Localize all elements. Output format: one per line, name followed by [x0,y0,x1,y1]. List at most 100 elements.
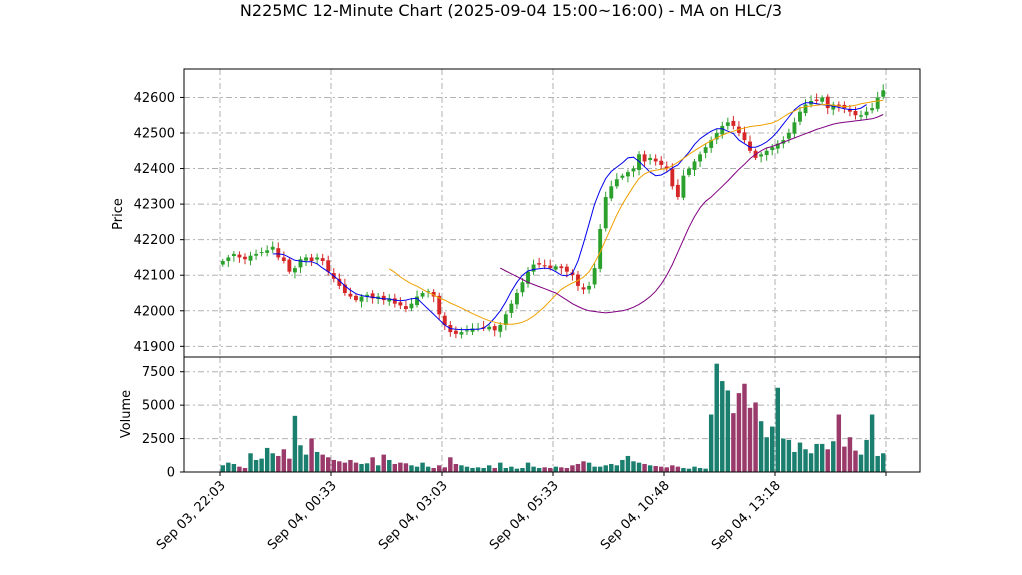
candle-body [220,261,225,265]
volume-bar [220,465,225,472]
volume-bar [326,457,331,472]
candle-body [798,111,802,122]
volume-bar [331,459,336,472]
volume-bar [586,462,592,472]
candle-body [298,259,303,268]
candle-body [498,325,503,332]
candle-body [276,248,281,258]
candle-body [825,96,830,109]
volume-bar [831,441,836,472]
x-tick-label: Sep 03, 22:03 [154,478,229,553]
volume-bar [797,442,803,472]
volume-bar [692,466,697,472]
volume-bar [270,453,275,472]
x-tick-label: Sep 04, 13:18 [709,478,784,553]
volume-bar [881,453,886,472]
candle-body [731,120,736,126]
candle-body [714,133,719,140]
volume-bar [764,437,769,472]
volume-bar [470,467,475,472]
volume-bar [392,463,398,472]
x-tick-label: Sep 04, 05:33 [487,478,562,553]
volume-bar [642,463,647,472]
candle-body [231,253,236,257]
volume-bar [281,449,287,472]
x-tick-label: Sep 04, 00:33 [265,478,340,553]
price-tick-label: 42600 [134,91,175,106]
volume-bar [375,465,381,472]
volume-bar [259,458,264,472]
candle-body [526,271,530,284]
volume-bar [237,466,242,472]
volume-bar [431,467,436,472]
candle-body [365,294,370,297]
candle-body [670,168,675,187]
volume-bar [287,458,292,472]
volume-bar [819,443,825,472]
candle-body [859,115,863,117]
candle-body [392,298,397,304]
volume-bar [664,467,669,472]
candle-body [786,133,791,139]
candle-body [309,257,314,261]
candle-body [387,298,392,302]
volume-bar [370,457,375,472]
candle-body [248,255,253,261]
candle-body [270,246,275,250]
candle-body [559,266,564,269]
candle-body [237,254,242,258]
candle-body [403,306,408,309]
candle-body [725,122,730,126]
candle-body [470,328,475,332]
volume-bar [425,466,431,472]
candle-body [847,108,852,112]
volume-bar [503,467,509,472]
volume-bar [631,461,636,472]
volume-bar [747,407,753,472]
volume-bar [736,393,742,472]
volume-bar [731,413,736,472]
volume-bar [670,465,675,472]
volume-bar [758,421,764,472]
volume-bar [420,462,425,472]
price-axis-label: Price [111,198,126,230]
candle-body [553,266,558,270]
volume-bar [864,439,869,472]
volume-bar [786,439,792,472]
volume-bar [614,465,620,472]
candle-body [465,330,469,332]
volume-bar [536,467,542,472]
volume-bar [514,468,520,472]
volume-bar [248,453,253,472]
price-tick-label: 42100 [134,269,175,284]
volume-bar [775,387,780,472]
candle-body [487,326,492,330]
candle-body [320,258,325,261]
candle-body [625,172,630,177]
candle-body [348,293,353,297]
candle-body [648,157,653,161]
candle-body [548,265,553,269]
price-panel-frame [183,68,921,358]
candle-body [720,125,725,135]
candle-body [703,147,708,153]
volume-bar [364,463,370,472]
candle-body [370,293,375,299]
candle-body [853,110,858,116]
volume-bar [242,467,248,472]
volume-bar [581,461,586,472]
candle-body [492,326,497,331]
candle-body [770,147,775,151]
volume-axis-label: Volume [119,390,134,438]
candle-body [542,265,547,267]
candle-body [437,295,442,315]
volume-bar [520,467,525,472]
candle-body [459,332,464,335]
volume-bar [781,438,786,472]
candle-body [254,253,259,256]
candle-body [259,252,264,254]
volume-bar [453,463,459,472]
moving-average-lines [272,99,884,331]
volume-tick-label: 2500 [142,432,175,447]
candle-body [592,268,597,285]
